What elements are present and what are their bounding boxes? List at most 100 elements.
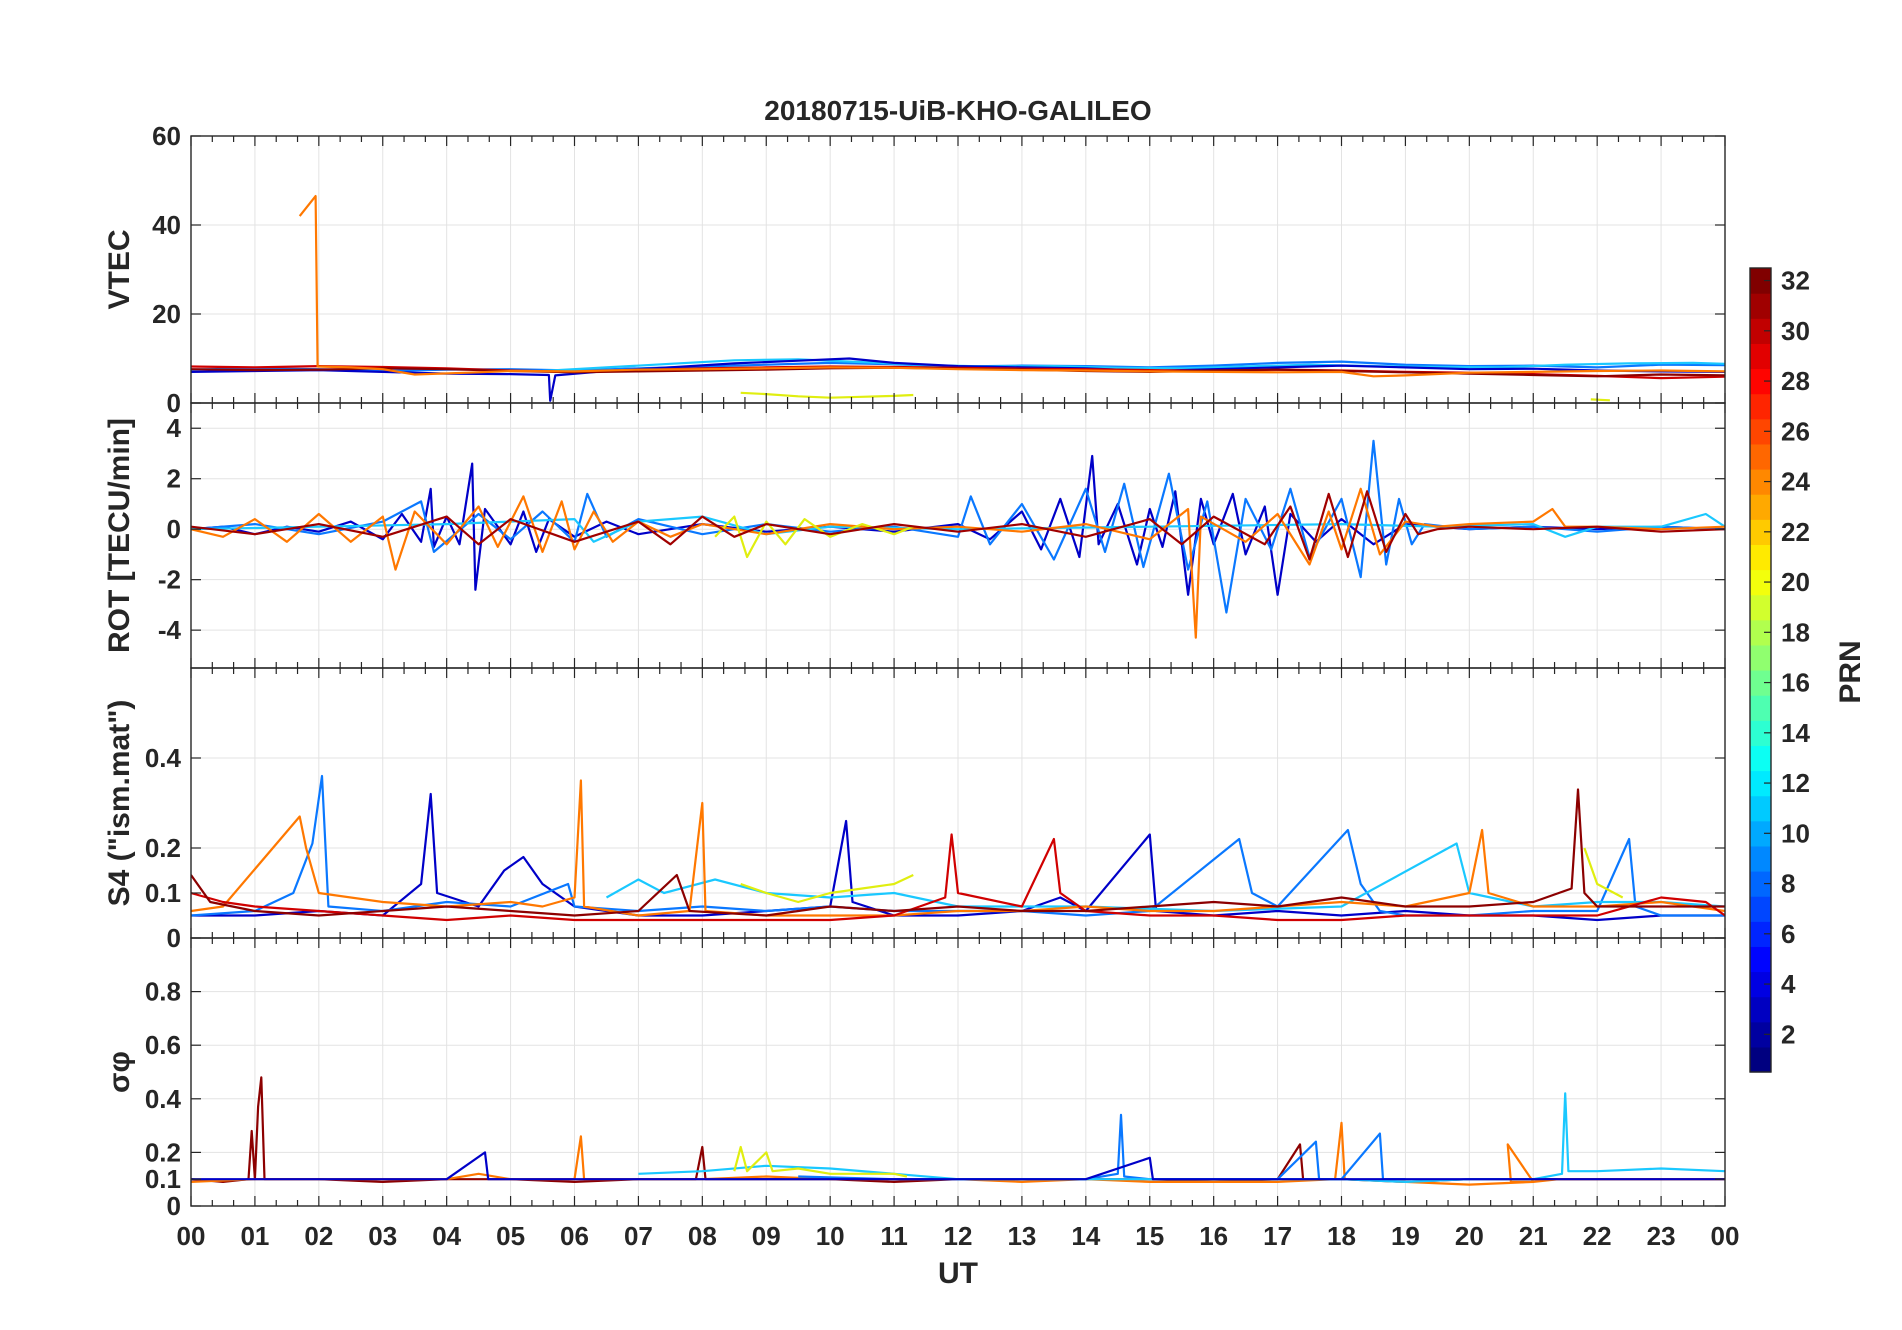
colorbar-segment xyxy=(1750,569,1771,596)
colorbar-segment xyxy=(1750,644,1771,671)
x-tick-label: 04 xyxy=(432,1221,461,1251)
rot-series-prn-3 xyxy=(191,454,1725,596)
x-tick-label: 23 xyxy=(1647,1221,1676,1251)
colorbar-tick-label: 4 xyxy=(1781,969,1796,999)
s4-y-tick-label: 0.2 xyxy=(145,833,181,863)
colorbar-segment xyxy=(1750,720,1771,746)
chart-title: 20180715-UiB-KHO-GALILEO xyxy=(764,95,1151,126)
colorbar-tick-label: 30 xyxy=(1781,316,1810,346)
x-tick-label: 22 xyxy=(1583,1221,1612,1251)
s4-y-tick-label: 0.1 xyxy=(145,878,181,908)
colorbar-segment xyxy=(1750,971,1771,998)
x-tick-label: 00 xyxy=(177,1221,206,1251)
colorbar-segment xyxy=(1750,368,1771,395)
x-tick-label: 08 xyxy=(688,1221,717,1251)
colorbar-segment xyxy=(1750,745,1771,772)
colorbar-tick-label: 24 xyxy=(1781,467,1810,497)
x-tick-label: 15 xyxy=(1135,1221,1164,1251)
x-tick-label: 10 xyxy=(816,1221,845,1251)
colorbar-segment xyxy=(1750,519,1771,545)
colorbar-segment xyxy=(1750,594,1771,621)
panel-s4: 0 0.1 0.2 0.4 S4 ("ism.mat") xyxy=(103,667,1726,953)
s4-series-prn-29 xyxy=(191,833,1725,922)
s4-series-prn-20 xyxy=(740,874,914,904)
x-tick-label: 11 xyxy=(880,1221,908,1251)
rot-y-tick-label: 2 xyxy=(167,464,181,494)
rot-series-group xyxy=(191,439,1725,639)
sigma_phi-y-tick-label: 0.6 xyxy=(145,1030,181,1060)
x-tick-label: 07 xyxy=(624,1221,653,1251)
colorbar-segment xyxy=(1750,871,1771,897)
colorbar-tick-label: 20 xyxy=(1781,567,1810,597)
rot-series-prn-20 xyxy=(714,515,914,559)
colorbar-segment xyxy=(1750,770,1771,797)
rot-y-tick-label: -2 xyxy=(158,565,181,595)
sigma_phi-y-tick-label: 0 xyxy=(167,1191,181,1221)
colorbar-segment xyxy=(1750,946,1771,973)
x-tick-label: 06 xyxy=(560,1221,589,1251)
sigma_phi-y-tick-label: 0.8 xyxy=(145,977,181,1007)
colorbar-segment xyxy=(1750,469,1771,495)
colorbar-segment xyxy=(1750,795,1771,822)
vtec-y-tick-label: 20 xyxy=(152,299,181,329)
colorbar-tick-label: 10 xyxy=(1781,818,1810,848)
colorbar-segment xyxy=(1750,544,1771,571)
colorbar-segment xyxy=(1750,996,1771,1023)
colorbar-tick-label: 16 xyxy=(1781,668,1810,698)
colorbar-segment xyxy=(1750,1046,1771,1073)
sigma_phi-series-prn-12 xyxy=(638,1092,1725,1183)
x-tick-label: 18 xyxy=(1327,1221,1356,1251)
colorbar-tick-label: 28 xyxy=(1781,366,1810,396)
x-tick-label: 12 xyxy=(944,1221,973,1251)
sigma_phi-series-prn-20 xyxy=(733,1145,908,1178)
colorbar-segment xyxy=(1750,896,1771,922)
x-axis-label: UT xyxy=(938,1257,978,1290)
x-tick-label: 05 xyxy=(496,1221,525,1251)
colorbar-segment xyxy=(1750,820,1771,847)
vtec-y-tick-label: 0 xyxy=(167,388,181,418)
s4-y-axis-label: S4 ("ism.mat") xyxy=(103,700,136,907)
colorbar-segment xyxy=(1750,921,1771,947)
colorbar-segment xyxy=(1750,670,1771,696)
colorbar-segment xyxy=(1750,695,1771,721)
x-tick-label: 21 xyxy=(1519,1221,1548,1251)
s4-y-tick-label: 0 xyxy=(167,923,181,953)
colorbar-segment xyxy=(1750,293,1771,319)
x-tick-label: 20 xyxy=(1455,1221,1484,1251)
vtec-series-prn-3 xyxy=(191,357,1725,402)
vtec-y-axis-label: VTEC xyxy=(103,229,136,309)
sigma_phi-y-tick-label: 0.4 xyxy=(145,1084,182,1114)
colorbar-tick-label: 2 xyxy=(1781,1019,1795,1049)
s4-series-prn-3 xyxy=(191,792,1725,922)
panel-rot: -4 -2 0 2 4 ROT [TECU/min] xyxy=(103,402,1726,669)
colorbar-tick-label: 14 xyxy=(1781,718,1810,748)
s4-series-prn-31 xyxy=(191,788,1725,917)
rot-y-tick-label: 4 xyxy=(167,413,182,443)
s4-series-prn-21 xyxy=(1583,847,1624,899)
x-tick-label: 03 xyxy=(368,1221,397,1251)
colorbar-segment xyxy=(1750,418,1771,445)
colorbar-segment xyxy=(1750,619,1771,646)
s4-series-prn-24 xyxy=(191,779,1725,917)
x-tick-label: 16 xyxy=(1199,1221,1228,1251)
colorbar-segment xyxy=(1750,268,1771,294)
vtec-y-tick-label: 40 xyxy=(152,210,181,240)
vtec-series-prn-11 xyxy=(542,358,1725,373)
sigma_phi-series-prn-24 xyxy=(191,1121,1725,1186)
x-tick-label: 14 xyxy=(1071,1221,1100,1251)
colorbar-tick-label: 6 xyxy=(1781,919,1795,949)
colorbar-segment xyxy=(1750,393,1771,420)
x-tick-label: 01 xyxy=(240,1221,269,1251)
sigma_phi-series-prn-8 xyxy=(798,1113,1406,1181)
x-tick-label: 19 xyxy=(1391,1221,1420,1251)
colorbar-label: PRN xyxy=(1834,640,1867,703)
x-tick-label: 13 xyxy=(1007,1221,1036,1251)
rot-y-axis-label: ROT [TECU/min] xyxy=(103,418,136,653)
colorbar-segment xyxy=(1750,1021,1771,1048)
rot-y-tick-label: -4 xyxy=(158,615,182,645)
x-tick-label: 09 xyxy=(752,1221,781,1251)
colorbar-segment xyxy=(1750,845,1771,872)
colorbar-tick-label: 12 xyxy=(1781,768,1810,798)
